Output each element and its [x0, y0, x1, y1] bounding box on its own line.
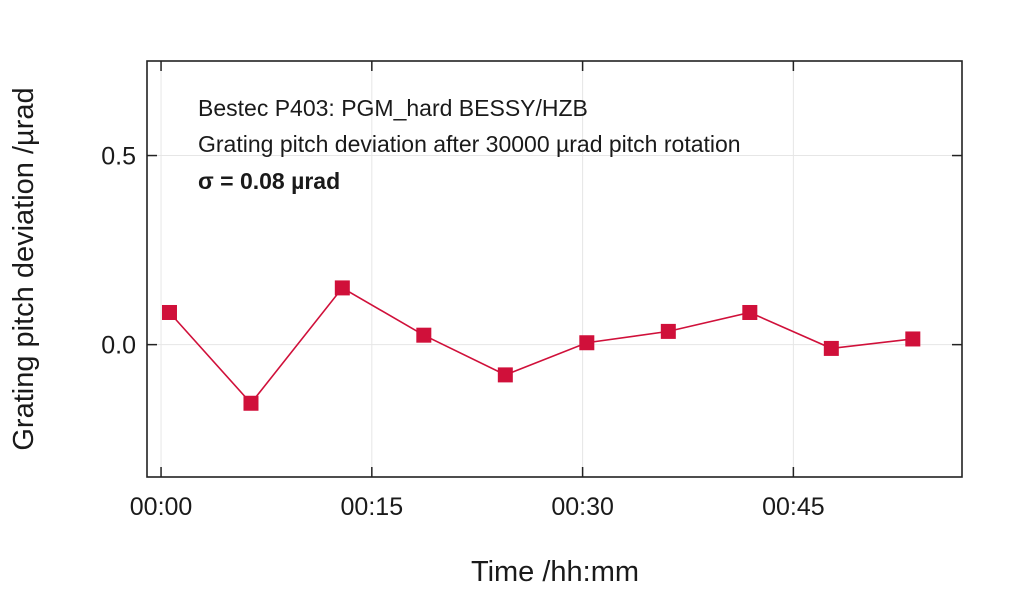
- data-point-marker: [579, 335, 595, 351]
- data-point-marker: [660, 323, 676, 339]
- data-point-marker: [823, 340, 839, 356]
- grid-lines: [147, 61, 962, 477]
- series-line: [168, 286, 913, 405]
- data-point-marker: [742, 304, 758, 320]
- x-tick-label: 00:00: [130, 493, 193, 521]
- y-axis-title: Grating pitch deviation /µrad: [8, 87, 40, 450]
- x-axis-title: Time /hh:mm: [471, 556, 639, 588]
- annotation-line-1: Bestec P403: PGM_hard BESSY/HZB: [198, 95, 588, 121]
- axis-ticks: 00:00 00:15 00:30 00:45 0.5 0.0: [101, 61, 962, 521]
- annotation-sigma: σ = 0.08 µrad: [198, 168, 340, 194]
- data-point-marker: [243, 395, 259, 411]
- x-tick-label: 00:45: [762, 493, 825, 521]
- data-point-marker: [497, 367, 513, 383]
- x-tick-label: 00:15: [341, 493, 404, 521]
- data-series: [161, 280, 921, 411]
- plot-frame: [146, 60, 963, 478]
- data-point-marker: [416, 327, 432, 343]
- y-tick-label: 0.0: [101, 332, 136, 360]
- data-point-marker: [905, 331, 921, 347]
- y-tick-label: 0.5: [101, 143, 136, 171]
- data-point-marker: [334, 280, 350, 296]
- annotation-line-2: Grating pitch deviation after 30000 µrad…: [198, 131, 741, 157]
- data-point-marker: [161, 304, 177, 320]
- x-tick-label: 00:30: [551, 493, 614, 521]
